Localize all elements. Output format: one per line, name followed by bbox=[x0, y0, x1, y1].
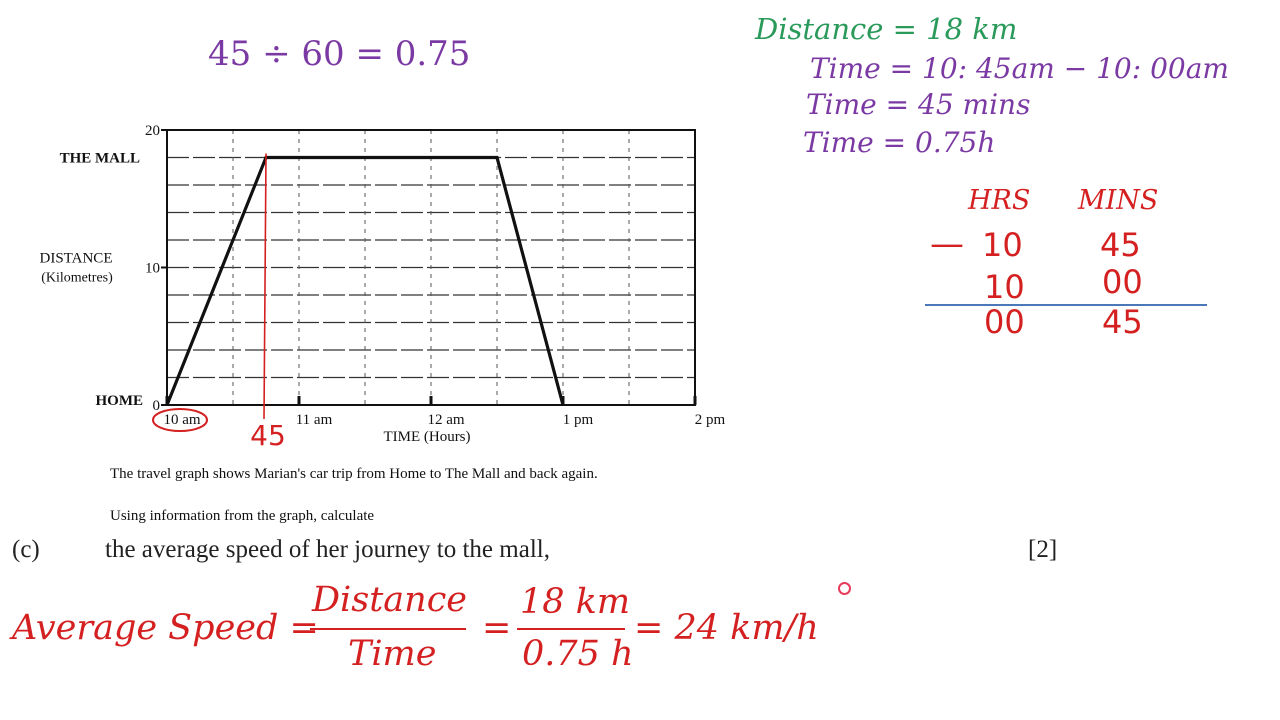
y-tick-label: 20 bbox=[145, 123, 160, 139]
y-category-label: HOME bbox=[96, 393, 144, 409]
distance-equation: Distance = 18 km bbox=[755, 12, 1018, 46]
subtraction-row2-mins: 00 bbox=[1102, 263, 1143, 301]
subtraction-row1-mins: 45 bbox=[1100, 226, 1141, 264]
instruction-text: Using information from the graph, calcul… bbox=[110, 508, 375, 524]
subtraction-result-mins: 45 bbox=[1102, 303, 1143, 341]
formula-equals: = bbox=[482, 608, 512, 648]
time-equation-minutes: Time = 45 mins bbox=[806, 88, 1031, 121]
y-tick-label: 10 bbox=[145, 261, 160, 277]
fraction-bar-2 bbox=[517, 628, 625, 630]
subtraction-header-mins: MINS bbox=[1078, 185, 1159, 216]
chart-grid bbox=[167, 130, 695, 405]
formula-numerator-value: 18 km bbox=[520, 582, 631, 622]
subtraction-header-hrs: HRS bbox=[968, 185, 1031, 216]
circled-start-time bbox=[152, 408, 208, 432]
subtraction-rule bbox=[925, 304, 1207, 306]
trip-series-line bbox=[165, 155, 565, 406]
cursor-dot bbox=[838, 582, 851, 595]
subtraction-result-hrs: 00 bbox=[984, 303, 1025, 341]
subtraction-minus-sign: — bbox=[930, 224, 964, 264]
x-tick-label: 10 am bbox=[163, 412, 200, 428]
fraction-bar-1 bbox=[310, 628, 466, 630]
formula-result: = 24 km/h bbox=[634, 608, 819, 648]
top-calculation: 45 ÷ 60 = 0.75 bbox=[208, 34, 471, 74]
y-axis-title: DISTANCE (Kilometres) bbox=[40, 251, 114, 286]
formula-lhs: Average Speed = bbox=[12, 608, 319, 648]
y-category-label: THE MALL bbox=[60, 151, 140, 167]
subtraction-row2-hrs: 10 bbox=[984, 268, 1025, 306]
formula-denominator-value: 0.75 h bbox=[522, 634, 634, 674]
y-axis-sublabel: (Kilometres) bbox=[41, 271, 113, 286]
question-part-label: (c) bbox=[12, 536, 40, 563]
x-tick-label: 12 am bbox=[427, 412, 464, 428]
handwritten-45: 45 bbox=[250, 419, 286, 452]
y-tick-label: 0 bbox=[153, 398, 161, 414]
y-axis-label: DISTANCE bbox=[40, 251, 113, 267]
question-marks: [2] bbox=[1028, 536, 1058, 563]
time-equation-hours: Time = 0.75h bbox=[803, 126, 996, 159]
tick-labels: 0 10 20 HOME THE MALL 10 am 11 am 12 am 1 pm 2 pm bbox=[60, 123, 726, 428]
x-tick-label: 11 am bbox=[296, 412, 333, 428]
axis-ticks bbox=[161, 129, 697, 406]
x-tick-label: 2 pm bbox=[695, 412, 726, 428]
x-axis-label: TIME (Hours) bbox=[383, 429, 470, 445]
question-text: the average speed of her journey to the … bbox=[105, 536, 550, 563]
arrival-marker-line bbox=[263, 153, 267, 420]
graph-caption: The travel graph shows Marian's car trip… bbox=[110, 466, 598, 482]
time-equation-difference: Time = 10: 45am − 10: 00am bbox=[810, 52, 1229, 85]
travel-graph: 0 10 20 HOME THE MALL 10 am 11 am 12 am 1 pm 2 pm… bbox=[40, 123, 726, 452]
formula-numerator-distance: Distance bbox=[312, 580, 468, 620]
subtraction-row1-hrs: 10 bbox=[982, 226, 1023, 264]
formula-denominator-time: Time bbox=[348, 634, 437, 674]
x-tick-label: 1 pm bbox=[563, 412, 594, 428]
